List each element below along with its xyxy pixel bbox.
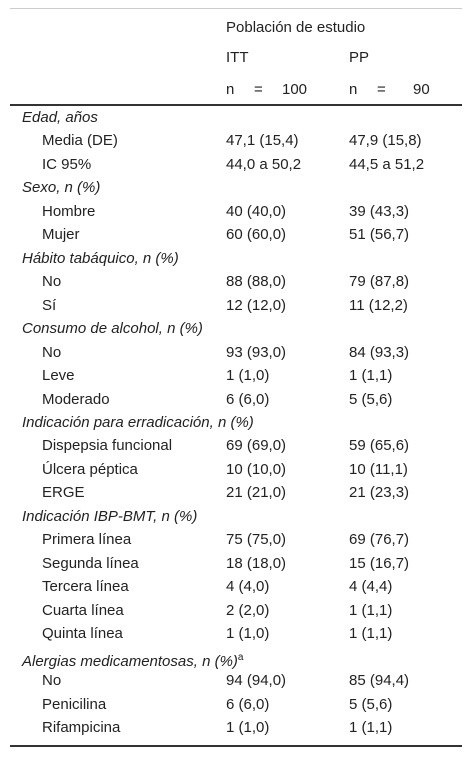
row-label: Rifampicina	[42, 718, 121, 736]
pp-value: 10 (11,1)	[349, 460, 408, 478]
pp-value: 1 (1,1)	[349, 625, 393, 643]
row-label: Media (DE)	[42, 132, 118, 150]
row-label: Segunda línea	[42, 554, 139, 572]
row-label: Sí	[42, 296, 57, 314]
pp-value: 1 (1,1)	[349, 601, 393, 619]
header-rule	[10, 104, 462, 106]
itt-value: 21 (21,0)	[226, 484, 287, 502]
pp-value: 79 (87,8)	[349, 273, 410, 291]
section-title: Sexo, n (%)	[22, 179, 101, 197]
n-header: n	[349, 81, 358, 98]
pp-value: 44,5 a 51,2	[349, 155, 425, 173]
row-label: No	[42, 343, 62, 361]
section-title: Hábito tabáquico, n (%)	[22, 249, 179, 267]
itt-value: 18 (18,0)	[226, 554, 287, 572]
pp-value: 21 (23,3)	[349, 484, 410, 502]
column-header: ITT	[226, 49, 249, 66]
row-label: Úlcera péptica	[42, 460, 138, 478]
itt-value: 2 (2,0)	[226, 601, 270, 619]
n-header: n	[226, 81, 235, 98]
itt-value: 1 (1,0)	[226, 625, 270, 643]
section-title: Indicación IBP-BMT, n (%)	[22, 507, 198, 525]
n-header: 100	[282, 81, 308, 98]
itt-value: 4 (4,0)	[226, 578, 270, 596]
pp-value: 85 (94,4)	[349, 672, 410, 690]
row-label: Tercera línea	[42, 578, 129, 596]
row-label: Cuarta línea	[42, 601, 124, 619]
row-label: Penicilina	[42, 695, 107, 713]
n-header: 90	[413, 81, 430, 98]
row-label: Leve	[42, 367, 75, 385]
row-label: IC 95%	[42, 155, 92, 173]
row-label: Moderado	[42, 390, 110, 408]
itt-value: 6 (6,0)	[226, 390, 270, 408]
itt-value: 94 (94,0)	[226, 672, 287, 690]
pp-value: 5 (5,6)	[349, 695, 393, 713]
pp-value: 15 (16,7)	[349, 554, 410, 572]
pp-value: 39 (43,3)	[349, 202, 410, 220]
itt-value: 1 (1,0)	[226, 367, 270, 385]
n-header: =	[377, 81, 386, 98]
row-label: Primera línea	[42, 531, 132, 549]
pp-value: 59 (65,6)	[349, 437, 410, 455]
pp-value: 47,9 (15,8)	[349, 132, 422, 150]
pp-value: 51 (56,7)	[349, 226, 410, 244]
pp-value: 1 (1,1)	[349, 367, 393, 385]
itt-value: 1 (1,0)	[226, 718, 270, 736]
pp-value: 84 (93,3)	[349, 343, 410, 361]
bottom-rule	[10, 745, 462, 747]
itt-value: 69 (69,0)	[226, 437, 287, 455]
itt-value: 60 (60,0)	[226, 226, 287, 244]
itt-value: 47,1 (15,4)	[226, 132, 299, 150]
itt-value: 88 (88,0)	[226, 273, 287, 291]
section-title: Edad, años	[22, 109, 98, 126]
itt-value: 44,0 a 50,2	[226, 155, 302, 173]
row-label: No	[42, 273, 62, 291]
top-rule	[10, 8, 462, 9]
itt-value: 12 (12,0)	[226, 296, 287, 314]
column-header: PP	[349, 49, 370, 66]
group-header: Población de estudio	[226, 19, 366, 36]
row-label: Dispepsia funcional	[42, 437, 173, 455]
pp-value: 4 (4,4)	[349, 578, 393, 596]
itt-value: 10 (10,0)	[226, 460, 287, 478]
row-label: Hombre	[42, 202, 96, 220]
itt-value: 6 (6,0)	[226, 695, 270, 713]
section-title: Consumo de alcohol, n (%)	[22, 320, 203, 338]
itt-value: 93 (93,0)	[226, 343, 287, 361]
row-label: No	[42, 672, 62, 690]
section-title: Indicación para erradicación, n (%)	[22, 413, 254, 431]
section-title: Alergias medicamentosas, n (%)a	[22, 651, 244, 670]
row-label: ERGE	[42, 484, 85, 502]
pp-value: 1 (1,1)	[349, 718, 393, 736]
pp-value: 11 (12,2)	[349, 296, 408, 314]
pp-value: 69 (76,7)	[349, 531, 410, 549]
row-label: Mujer	[42, 226, 80, 244]
footnote-mark: a	[237, 651, 244, 663]
row-label: Quinta línea	[42, 625, 123, 643]
itt-value: 75 (75,0)	[226, 531, 287, 549]
n-header: =	[254, 81, 263, 98]
itt-value: 40 (40,0)	[226, 202, 287, 220]
pp-value: 5 (5,6)	[349, 390, 393, 408]
